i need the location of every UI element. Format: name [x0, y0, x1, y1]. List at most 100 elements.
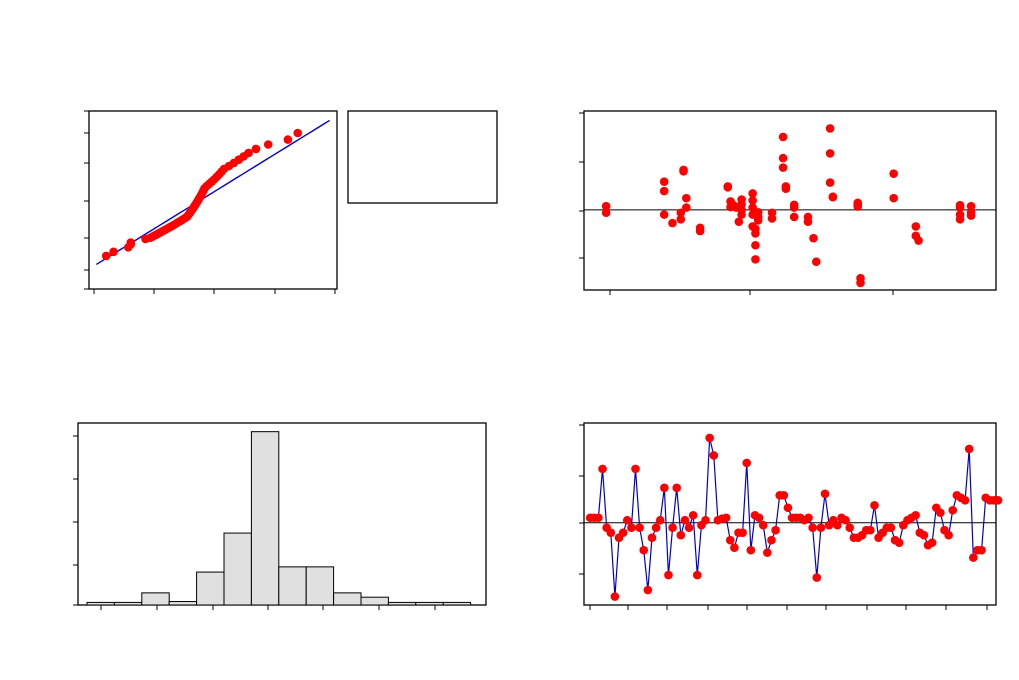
residual-point-49 — [251, 144, 261, 154]
residual-point-2 — [594, 513, 603, 523]
histogram-bar-1 — [113, 601, 143, 606]
histogram-bar-5 — [223, 532, 252, 606]
residual-point-14 — [643, 585, 653, 595]
residual-point-39 — [746, 545, 756, 555]
normal-probability-plot — [84, 110, 338, 294]
residual-point-13 — [695, 226, 705, 236]
residual-point-6 — [610, 592, 620, 601]
residual-point-45 — [771, 525, 780, 535]
residual-point-65 — [914, 236, 923, 245]
residual-point-38 — [767, 214, 777, 223]
residual-point-70 — [966, 201, 976, 211]
residual-point-87 — [944, 530, 953, 540]
plot-frame — [88, 110, 338, 290]
residual-point-79 — [911, 510, 920, 520]
residual-point-26 — [693, 570, 702, 580]
plot-frame — [583, 422, 997, 606]
residual-point-36 — [753, 215, 763, 225]
residual-point-31 — [751, 229, 760, 238]
histogram-bar-2 — [141, 592, 170, 606]
residual-point-42 — [758, 520, 768, 530]
residual-point-45 — [789, 203, 799, 212]
residual-point-34 — [725, 535, 735, 545]
residual-point-35 — [730, 543, 739, 552]
histogram-bar-13 — [442, 601, 472, 606]
residual-point-61 — [889, 169, 898, 178]
residual-point-9 — [679, 166, 688, 176]
residual-point-19 — [664, 570, 673, 580]
residual-point-88 — [948, 505, 958, 515]
residual-point-20 — [734, 217, 744, 226]
residual-point-2 — [659, 177, 669, 186]
residual-point-48 — [244, 148, 253, 158]
residual-point-24 — [684, 523, 694, 533]
residual-point-3 — [598, 464, 607, 474]
residual-point-37 — [738, 528, 747, 537]
residual-point-99 — [993, 495, 1003, 505]
residual-point-12 — [635, 523, 644, 533]
residual-point-33 — [721, 513, 731, 523]
residual-point-62 — [889, 193, 898, 203]
residual-point-38 — [742, 458, 752, 468]
residual-histogram — [73, 422, 487, 610]
residual-point-53 — [804, 513, 813, 523]
residual-point-55 — [812, 573, 822, 582]
probability-plot-legend-box — [347, 110, 498, 204]
histogram-bar-11 — [387, 601, 417, 606]
residual-point-85 — [936, 508, 945, 518]
residual-point-16 — [651, 523, 661, 533]
residual-point-53 — [825, 178, 835, 187]
residual-point-32 — [751, 240, 760, 250]
residual-point-39 — [778, 132, 788, 142]
residual-point-30 — [709, 451, 719, 460]
residual-point-44 — [767, 535, 776, 545]
residual-point-26 — [748, 196, 757, 205]
residual-point-51 — [825, 124, 835, 133]
residual-point-50 — [263, 140, 273, 149]
residuals-versus-order-plot — [579, 422, 1003, 610]
residual-point-75 — [894, 538, 904, 547]
residual-point-50 — [811, 257, 821, 267]
histogram-bar-4 — [196, 571, 225, 606]
residual-point-3 — [659, 186, 669, 196]
residual-point-58 — [853, 202, 863, 211]
residual-point-52 — [825, 149, 835, 158]
residual-point-33 — [751, 255, 760, 264]
residual-point-47 — [779, 491, 789, 500]
residual-point-57 — [820, 489, 830, 499]
histogram-bar-0 — [86, 601, 115, 606]
residual-point-9 — [622, 515, 632, 525]
residual-point-6 — [676, 208, 686, 218]
residual-point-48 — [783, 503, 793, 513]
residual-point-95 — [977, 545, 986, 555]
residual-point-51 — [283, 135, 293, 144]
residual-point-83 — [927, 538, 937, 547]
residual-point-0 — [601, 201, 611, 211]
residual-point-55 — [828, 192, 838, 202]
residual-point-63 — [845, 523, 855, 533]
histogram-bar-9 — [333, 592, 362, 606]
residual-point-43 — [763, 548, 772, 557]
residual-point-73 — [886, 523, 896, 533]
residual-point-28 — [701, 515, 710, 525]
residual-point-20 — [668, 523, 677, 533]
residual-point-40 — [778, 153, 788, 163]
residual-point-69 — [870, 500, 879, 510]
residual-point-21 — [672, 483, 681, 493]
residual-point-69 — [955, 210, 965, 219]
residual-point-46 — [789, 212, 799, 222]
residual-point-68 — [866, 525, 875, 535]
residual-point-10 — [682, 193, 691, 203]
residuals-versus-fits-plot — [579, 110, 997, 295]
residual-point-81 — [919, 530, 929, 540]
residual-point-68 — [955, 203, 965, 212]
residual-point-23 — [680, 515, 690, 525]
residual-point-7 — [676, 215, 686, 224]
residual-point-1 — [601, 208, 611, 218]
residual-point-13 — [639, 545, 649, 555]
residual-point-54 — [808, 523, 817, 533]
residual-point-29 — [705, 433, 714, 443]
residual-point-63 — [911, 222, 921, 231]
residual-point-25 — [748, 189, 757, 198]
residual-point-5 — [606, 528, 616, 537]
